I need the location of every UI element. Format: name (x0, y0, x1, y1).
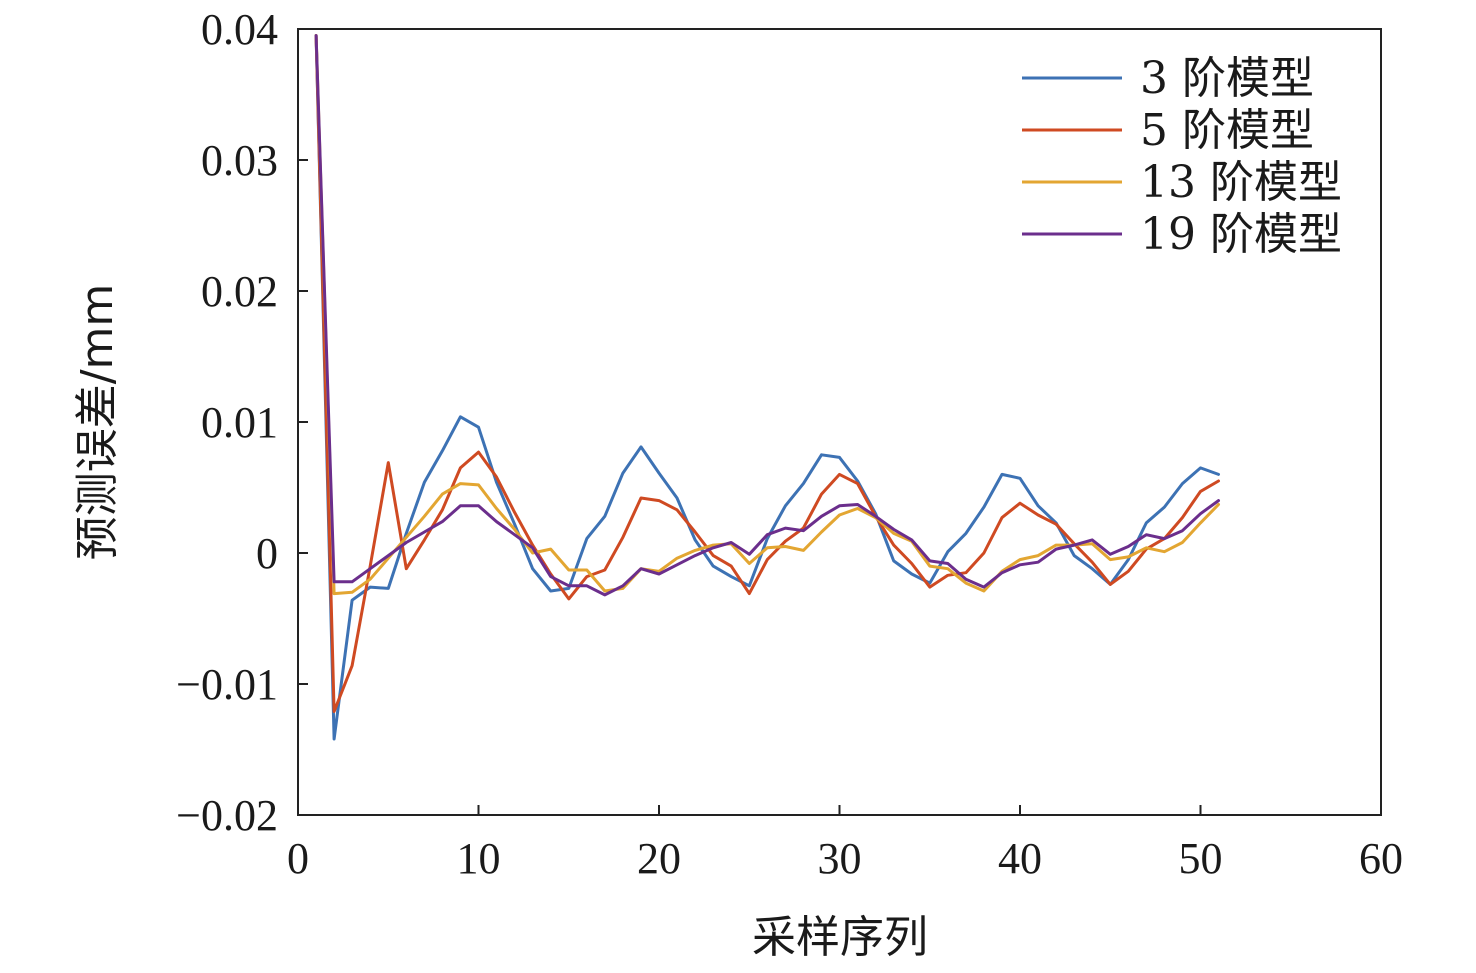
x-tick-label: 30 (818, 834, 862, 883)
y-axis-title: 预测误差/mm (72, 284, 123, 561)
series-line-1 (314, 34, 1220, 741)
series-line-2 (314, 34, 1220, 713)
y-tick-label: −0.01 (176, 660, 278, 709)
legend-label-4: 19 阶模型 (1140, 209, 1342, 260)
x-tick-label: 20 (637, 834, 681, 883)
x-tick-label: 10 (457, 834, 501, 883)
series-line-4 (314, 34, 1220, 597)
tick-layer: 0 10 20 30 40 50 60 −0.02 −0.01 0 0.01 0.02 0.03 0.04 (176, 5, 1403, 883)
x-tick-label: 50 (1179, 834, 1223, 883)
y-tick-label: 0.02 (201, 267, 278, 316)
legend-label-2: 5 阶模型 (1140, 105, 1314, 156)
legend-label-1: 3 阶模型 (1140, 53, 1314, 104)
x-tick-label: 60 (1359, 834, 1403, 883)
x-tick-label: 0 (287, 834, 309, 883)
y-tick-label: −0.02 (176, 791, 278, 840)
legend-label-3: 13 阶模型 (1140, 157, 1342, 208)
series-layer (314, 34, 1220, 741)
y-tick-label: 0.01 (201, 398, 278, 447)
x-axis-title: 采样序列 (752, 912, 928, 963)
x-tick-label: 40 (998, 834, 1042, 883)
y-tick-label: 0 (256, 529, 278, 578)
y-tick-label: 0.03 (201, 136, 278, 185)
y-tick-label: 0.04 (201, 5, 278, 54)
series-line-3 (314, 34, 1220, 596)
